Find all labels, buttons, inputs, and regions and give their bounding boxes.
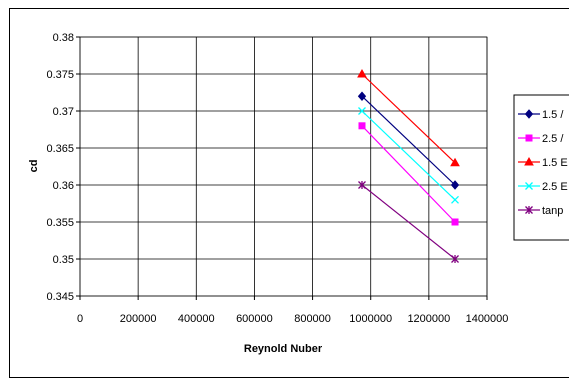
data-point [451,195,459,204]
y-axis-title: cd [28,160,40,173]
x-tick-label: 200000 [120,313,157,325]
series-line [361,110,456,201]
legend-item-4: 2.5 E [518,181,568,193]
legend-item-2: 2.5 / [518,133,564,145]
marker-stroke [525,182,533,190]
series-line [361,73,456,164]
y-tick-label: 0.345 [46,291,74,303]
data-point [450,180,460,190]
legend-item-1: 1.5 / [518,109,564,121]
data-point [451,255,459,263]
legend-label: tanp [542,205,563,217]
marker-stroke [451,195,459,204]
series-line [361,125,456,223]
legend-label: 1.5 / [542,109,564,121]
data-point [357,68,367,78]
series-line [361,184,456,260]
legend: 1.5 / 2.5 / 1.5 E 2.5 E tanp [513,94,569,241]
x-tick-label: 0 [77,313,83,325]
y-tick-label: 0.36 [53,180,74,192]
marker-stroke [358,107,366,115]
y-tick-label: 0.355 [46,217,74,229]
legend-label: 1.5 E [542,157,568,169]
x-tick-label: 1400000 [466,313,509,325]
y-tick-label: 0.38 [53,32,74,44]
legend-marker [524,109,534,119]
x-tick-label: 600000 [236,313,273,325]
legend-marker [524,156,534,166]
legend-label: 2.5 E [542,181,568,193]
y-tick-label: 0.365 [46,143,74,155]
legend-marker [525,134,533,142]
series-5 [358,181,459,263]
legend-item-5: tanp [518,205,563,217]
series-2 [358,122,459,226]
y-tick-label: 0.37 [53,106,74,118]
legend-box [513,94,569,241]
legend-marker [525,206,533,214]
legend-label: 2.5 / [542,133,564,145]
x-tick-label: 800000 [294,313,331,325]
x-axis-title: Reynold Nuber [244,343,323,355]
data-point [358,122,366,130]
legend-marker [525,182,533,190]
y-tick-label: 0.35 [53,254,74,266]
series-3 [357,68,460,167]
x-tick-label: 400000 [178,313,215,325]
data-point [358,181,366,189]
series-line [361,95,456,186]
tick-labels: 0.345 0.35 0.355 0.36 0.365 0.37 0.375 0.38 0 200… [46,32,508,325]
series-1 [357,91,460,190]
data-point [358,107,366,115]
x-tick-label: 1200000 [407,313,450,325]
data-point [451,218,459,226]
data-point [357,91,367,101]
plot-area [79,36,488,297]
y-tick-label: 0.375 [46,69,74,81]
x-tick-label: 1000000 [349,313,392,325]
legend-item-3: 1.5 E [518,156,568,169]
series-layer [357,68,460,263]
gridlines [76,36,488,300]
data-point [450,157,460,167]
series-4 [358,107,459,204]
